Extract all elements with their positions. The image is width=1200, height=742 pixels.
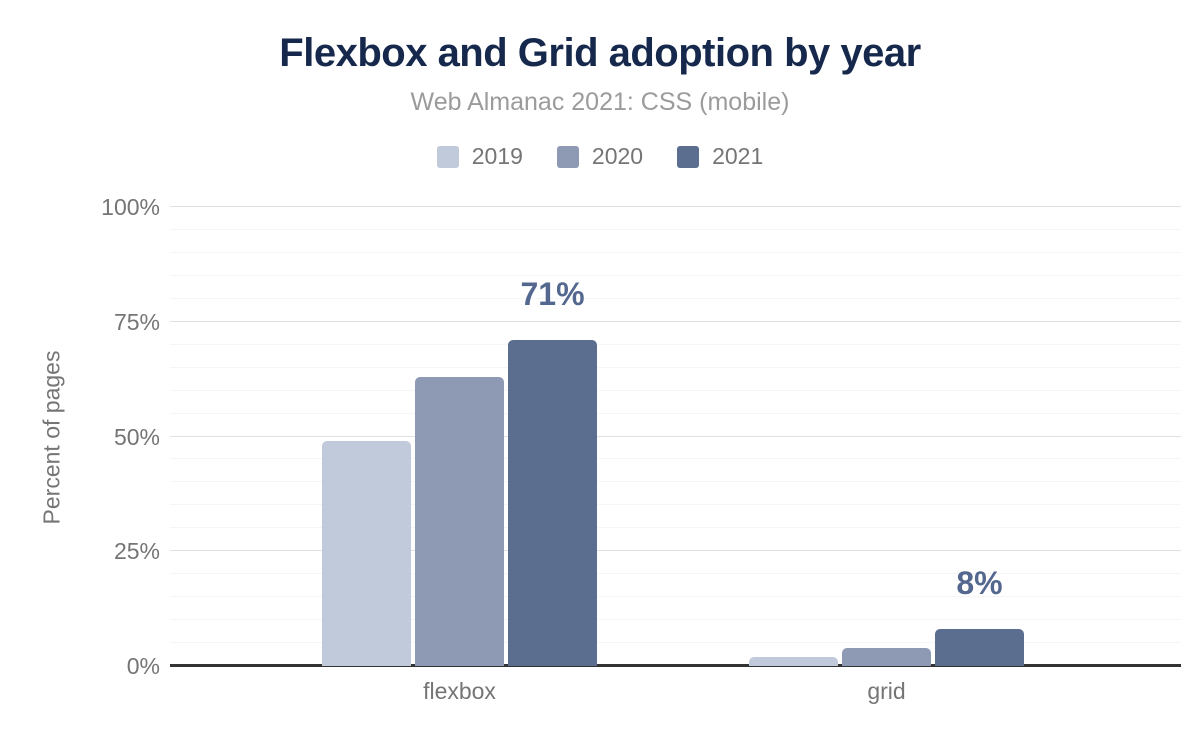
- bar-grid-2021: [935, 629, 1024, 666]
- legend-item-2019: 2019: [436, 143, 523, 170]
- y-tick-label: 100%: [101, 194, 160, 220]
- chart-legend: 2019 2020 2021: [0, 143, 1200, 170]
- bar-flexbox-2021: [508, 340, 597, 666]
- gridline-minor: [170, 504, 1181, 506]
- gridline-minor: [170, 297, 1181, 299]
- gridline-minor: [170, 619, 1181, 621]
- x-tick-label-flexbox: flexbox: [423, 678, 496, 704]
- bar-value-label-flexbox: 71%: [520, 276, 585, 312]
- legend-item-2020: 2020: [556, 143, 644, 170]
- plot-area: 71% 8%: [170, 206, 1181, 667]
- legend-label: 2020: [591, 143, 644, 169]
- gridline-minor: [170, 343, 1181, 345]
- gridline-minor: [170, 366, 1181, 368]
- gridline-major: [170, 320, 1181, 322]
- legend-item-2021: 2021: [677, 143, 763, 170]
- bar-flexbox-2020: [415, 376, 504, 666]
- bar-value-label-grid: 8%: [956, 565, 1003, 601]
- gridline-minor: [170, 481, 1181, 483]
- bar-flexbox-2019: [322, 441, 411, 666]
- bar-group-grid: [749, 207, 1024, 666]
- y-tick-label: 75%: [113, 309, 160, 335]
- bar-grid-2020: [842, 647, 931, 666]
- chart-subtitle: Web Almanac 2021: CSS (mobile): [410, 88, 790, 116]
- legend-label: 2021: [712, 143, 764, 169]
- gridline-minor: [170, 412, 1181, 414]
- x-axis-line: [170, 664, 1181, 667]
- gridline-minor: [170, 458, 1181, 460]
- bar-grid-2019: [749, 656, 838, 666]
- gridline-minor: [170, 389, 1181, 391]
- x-tick-label-grid: grid: [867, 678, 906, 704]
- gridline-major: [170, 435, 1181, 437]
- legend-swatch-2019-icon: [436, 145, 459, 168]
- legend-label: 2019: [471, 143, 523, 169]
- gridline-major: [170, 206, 1181, 207]
- legend-swatch-2020-icon: [556, 145, 579, 168]
- gridline-minor: [170, 596, 1181, 598]
- bar-group-flexbox: [322, 207, 597, 666]
- y-tick-label: 0%: [126, 653, 160, 679]
- gridline-minor: [170, 527, 1181, 529]
- chart-title: Flexbox and Grid adoption by year: [279, 31, 921, 75]
- gridline-minor: [170, 251, 1181, 253]
- gridline-minor: [170, 228, 1181, 230]
- legend-swatch-2021-icon: [677, 145, 700, 168]
- gridline-minor: [170, 573, 1181, 575]
- y-tick-label: 50%: [113, 424, 160, 450]
- gridline-minor: [170, 642, 1181, 644]
- y-tick-label: 25%: [113, 538, 160, 564]
- gridline-major: [170, 550, 1181, 552]
- gridline-minor: [170, 274, 1181, 276]
